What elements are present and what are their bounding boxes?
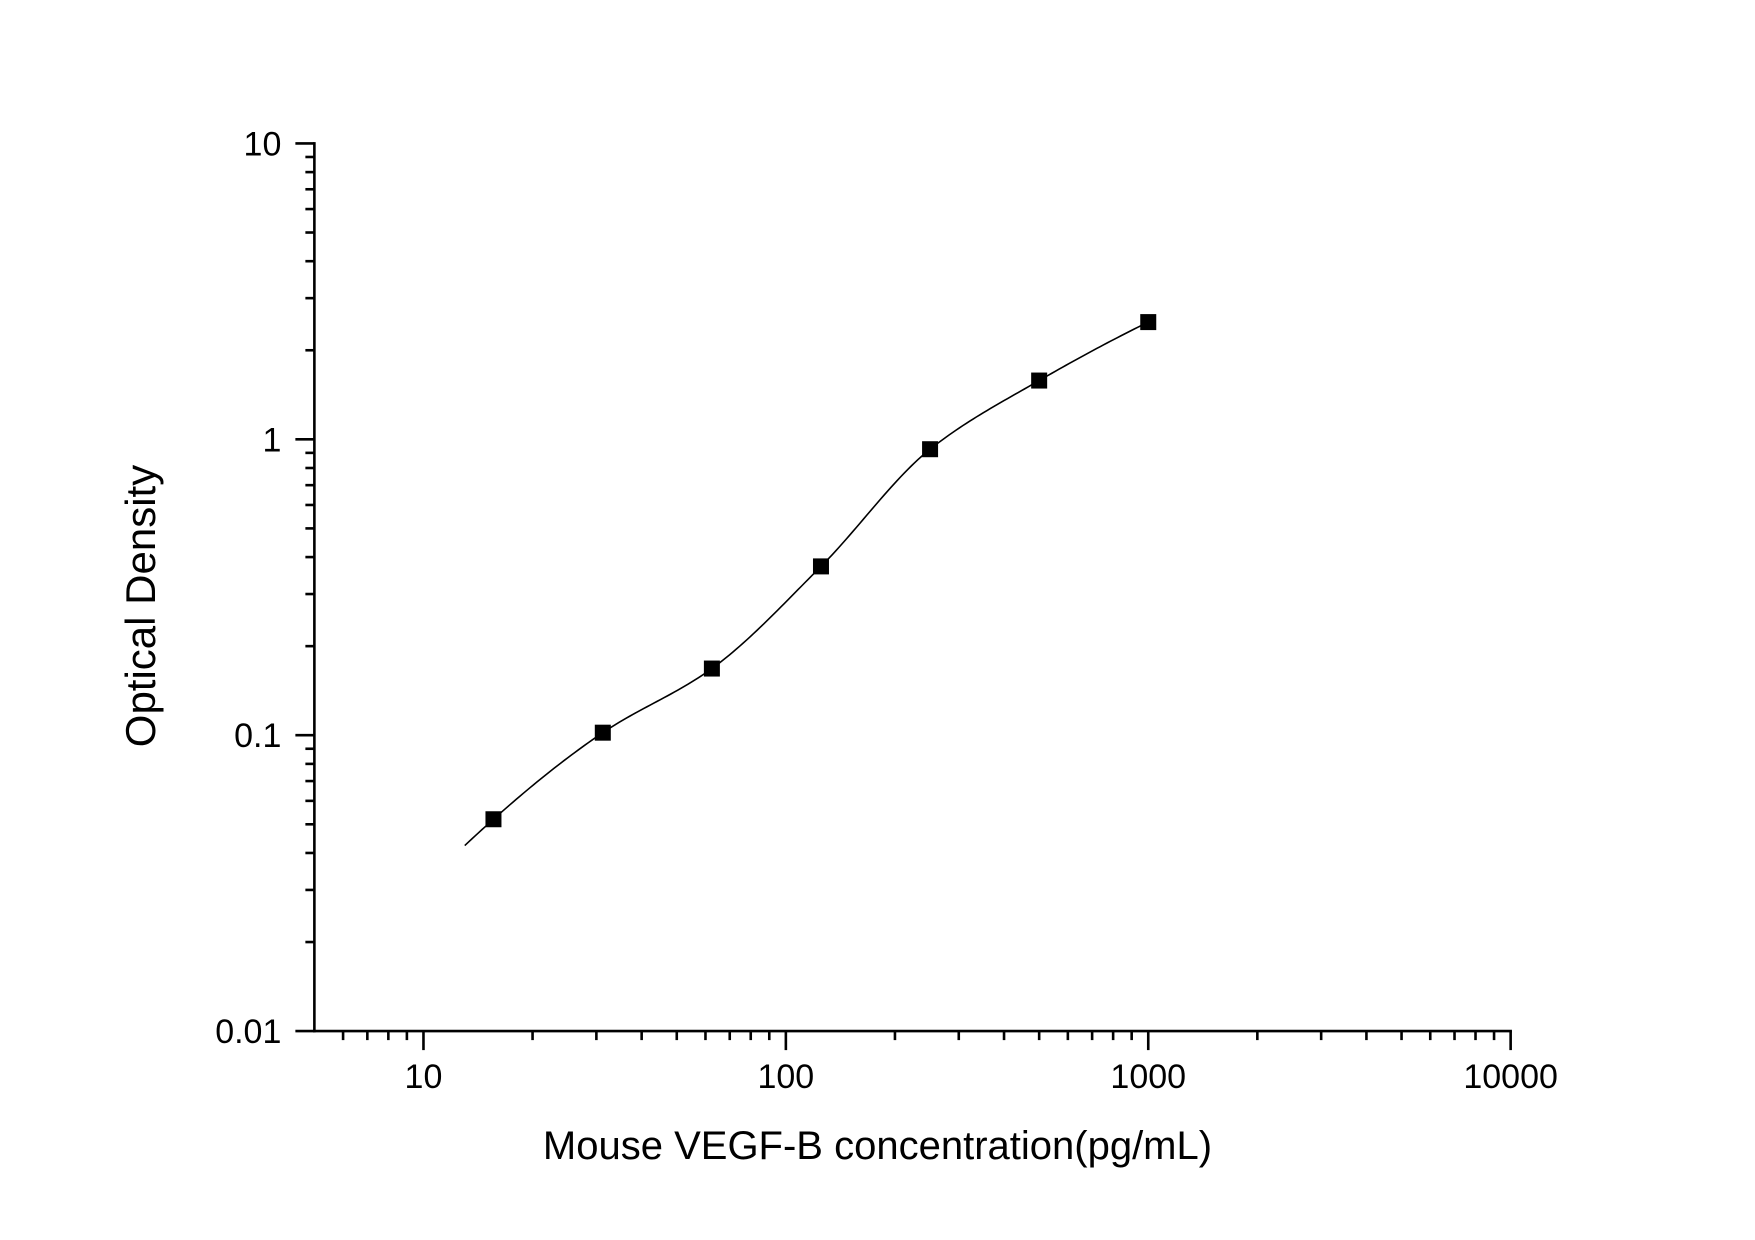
svg-text:10: 10	[405, 1058, 443, 1096]
svg-text:1000: 1000	[1110, 1058, 1186, 1096]
svg-text:100: 100	[757, 1058, 814, 1096]
svg-text:10000: 10000	[1463, 1058, 1558, 1096]
svg-text:0.01: 0.01	[215, 1013, 281, 1051]
svg-text:0.1: 0.1	[234, 717, 281, 755]
svg-text:10: 10	[244, 125, 282, 163]
svg-text:1: 1	[262, 421, 281, 459]
